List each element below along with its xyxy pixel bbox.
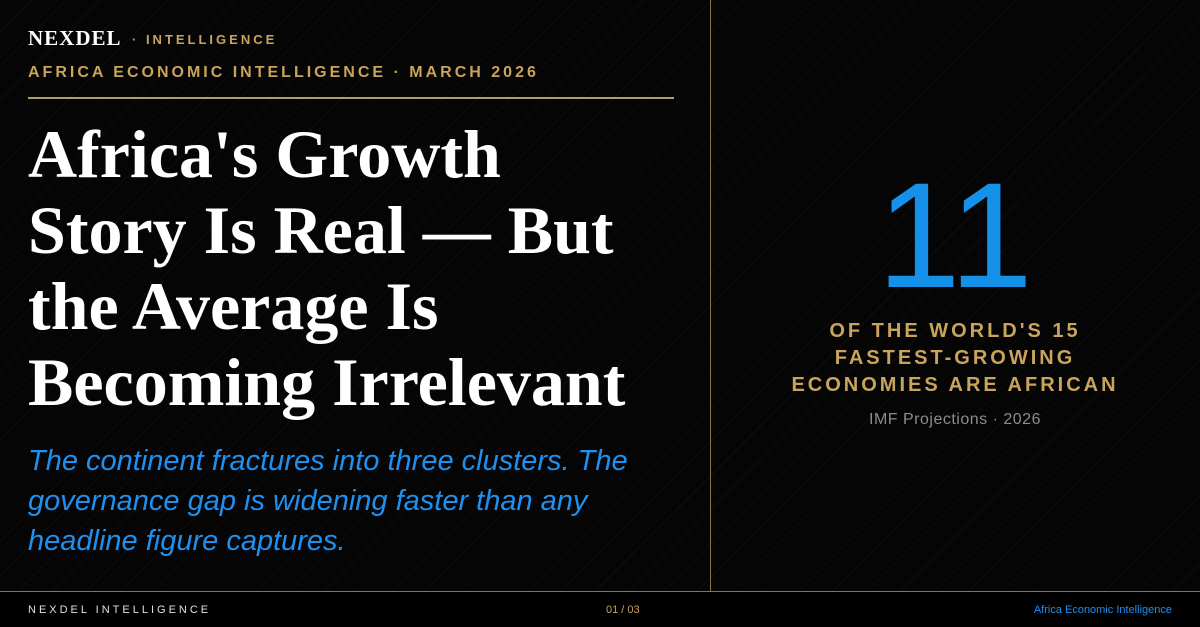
subhead-line: headline figure captures. bbox=[28, 525, 346, 557]
brand: NEXDEL bbox=[28, 26, 122, 50]
footer-label: Africa Economic Intelligence bbox=[1033, 604, 1172, 616]
headline-line: Story Is Real — But bbox=[28, 192, 614, 268]
stat-source: IMF Projections · 2026 bbox=[869, 411, 1041, 428]
headline: Africa's Growth Story Is Real — But the … bbox=[28, 116, 625, 420]
caption-line: ECONOMIES ARE AFRICAN bbox=[791, 374, 1119, 396]
brand-tag: · INTELLIGENCE bbox=[132, 32, 278, 47]
footer: NEXDEL INTELLIGENCE 01 / 03 Africa Econo… bbox=[0, 591, 1200, 627]
footer-brand: NEXDEL INTELLIGENCE bbox=[28, 604, 212, 616]
divider bbox=[710, 0, 711, 591]
headline-line: Africa's Growth bbox=[28, 116, 501, 192]
stat-caption: OF THE WORLD'S 15 FASTEST-GROWING ECONOM… bbox=[710, 318, 1200, 399]
subhead-line: governance gap is widening faster than a… bbox=[28, 485, 588, 517]
page-indicator: 01 / 03 bbox=[606, 604, 640, 616]
caption-line: FASTEST-GROWING bbox=[834, 347, 1076, 369]
subhead: The continent fractures into three clust… bbox=[28, 441, 628, 561]
subhead-line: The continent fractures into three clust… bbox=[28, 445, 628, 477]
stat-number: 11 bbox=[877, 151, 1033, 319]
kicker: AFRICA ECONOMIC INTELLIGENCE · MARCH 202… bbox=[28, 64, 539, 81]
headline-line: the Average Is bbox=[28, 268, 439, 344]
caption-line: OF THE WORLD'S 15 bbox=[829, 320, 1081, 342]
rule bbox=[28, 97, 674, 99]
headline-line: Becoming Irrelevant bbox=[28, 344, 626, 420]
